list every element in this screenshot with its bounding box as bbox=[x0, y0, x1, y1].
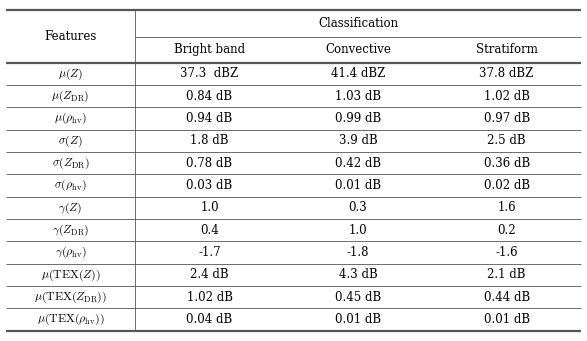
Text: $\sigma(Z_{\mathrm{DR}})$: $\sigma(Z_{\mathrm{DR}})$ bbox=[52, 155, 90, 171]
Text: $\sigma(Z)$: $\sigma(Z)$ bbox=[58, 133, 83, 149]
Text: 0.02 dB: 0.02 dB bbox=[484, 179, 529, 192]
Text: 0.99 dB: 0.99 dB bbox=[335, 112, 381, 125]
Text: 0.03 dB: 0.03 dB bbox=[187, 179, 232, 192]
Text: $\mu(\mathrm{TEX}(Z))$: $\mu(\mathrm{TEX}(Z))$ bbox=[41, 267, 100, 283]
Text: 1.8 dB: 1.8 dB bbox=[190, 134, 229, 147]
Text: 3.9 dB: 3.9 dB bbox=[339, 134, 377, 147]
Text: 0.3: 0.3 bbox=[349, 202, 367, 214]
Text: 0.4: 0.4 bbox=[200, 224, 219, 237]
Text: 1.02 dB: 1.02 dB bbox=[484, 90, 529, 103]
Text: 0.78 dB: 0.78 dB bbox=[187, 157, 232, 170]
Text: 0.01 dB: 0.01 dB bbox=[484, 313, 529, 326]
Text: 2.4 dB: 2.4 dB bbox=[190, 268, 229, 281]
Text: 1.03 dB: 1.03 dB bbox=[335, 90, 381, 103]
Text: 4.3 dB: 4.3 dB bbox=[339, 268, 377, 281]
Text: $\gamma(Z_{\mathrm{DR}})$: $\gamma(Z_{\mathrm{DR}})$ bbox=[52, 223, 89, 238]
Text: $\mu(Z)$: $\mu(Z)$ bbox=[58, 66, 83, 81]
Text: 0.94 dB: 0.94 dB bbox=[187, 112, 232, 125]
Text: Convective: Convective bbox=[325, 43, 391, 56]
Text: -1.8: -1.8 bbox=[347, 246, 369, 259]
Text: 2.5 dB: 2.5 dB bbox=[487, 134, 526, 147]
Text: 0.42 dB: 0.42 dB bbox=[335, 157, 381, 170]
Text: 0.36 dB: 0.36 dB bbox=[484, 157, 529, 170]
Text: 0.01 dB: 0.01 dB bbox=[335, 313, 381, 326]
Text: $\mu(Z_{\mathrm{DR}})$: $\mu(Z_{\mathrm{DR}})$ bbox=[52, 89, 90, 104]
Text: 2.1 dB: 2.1 dB bbox=[487, 268, 526, 281]
Text: 0.45 dB: 0.45 dB bbox=[335, 291, 381, 304]
Text: $\gamma(\rho_{\mathrm{hv}})$: $\gamma(\rho_{\mathrm{hv}})$ bbox=[55, 245, 86, 260]
Text: 1.02 dB: 1.02 dB bbox=[187, 291, 232, 304]
Text: 0.44 dB: 0.44 dB bbox=[484, 291, 529, 304]
Text: 0.84 dB: 0.84 dB bbox=[187, 90, 232, 103]
Text: 0.01 dB: 0.01 dB bbox=[335, 179, 381, 192]
Text: Stratiform: Stratiform bbox=[475, 43, 538, 56]
Text: Features: Features bbox=[45, 30, 97, 43]
Text: 0.2: 0.2 bbox=[497, 224, 516, 237]
Text: $\gamma(Z)$: $\gamma(Z)$ bbox=[59, 200, 83, 216]
Text: 37.8 dBZ: 37.8 dBZ bbox=[480, 68, 534, 80]
Text: 0.04 dB: 0.04 dB bbox=[187, 313, 232, 326]
Text: 0.97 dB: 0.97 dB bbox=[484, 112, 529, 125]
Text: Classification: Classification bbox=[318, 17, 398, 30]
Text: -1.6: -1.6 bbox=[495, 246, 518, 259]
Text: 37.3  dBZ: 37.3 dBZ bbox=[180, 68, 239, 80]
Text: 41.4 dBZ: 41.4 dBZ bbox=[330, 68, 385, 80]
Text: 1.0: 1.0 bbox=[349, 224, 367, 237]
Text: $\mu(\rho_{\mathrm{hv}})$: $\mu(\rho_{\mathrm{hv}})$ bbox=[54, 111, 87, 126]
Text: $\mu(\mathrm{TEX}(Z_{\mathrm{DR}}))$: $\mu(\mathrm{TEX}(Z_{\mathrm{DR}}))$ bbox=[34, 290, 107, 305]
Text: -1.7: -1.7 bbox=[198, 246, 221, 259]
Text: 1.6: 1.6 bbox=[497, 202, 516, 214]
Text: 1.0: 1.0 bbox=[200, 202, 219, 214]
Text: Bright band: Bright band bbox=[174, 43, 245, 56]
Text: $\mu(\mathrm{TEX}(\rho_{\mathrm{hv}}))$: $\mu(\mathrm{TEX}(\rho_{\mathrm{hv}}))$ bbox=[37, 312, 104, 327]
Text: $\sigma(\rho_{\mathrm{hv}})$: $\sigma(\rho_{\mathrm{hv}})$ bbox=[54, 178, 87, 193]
